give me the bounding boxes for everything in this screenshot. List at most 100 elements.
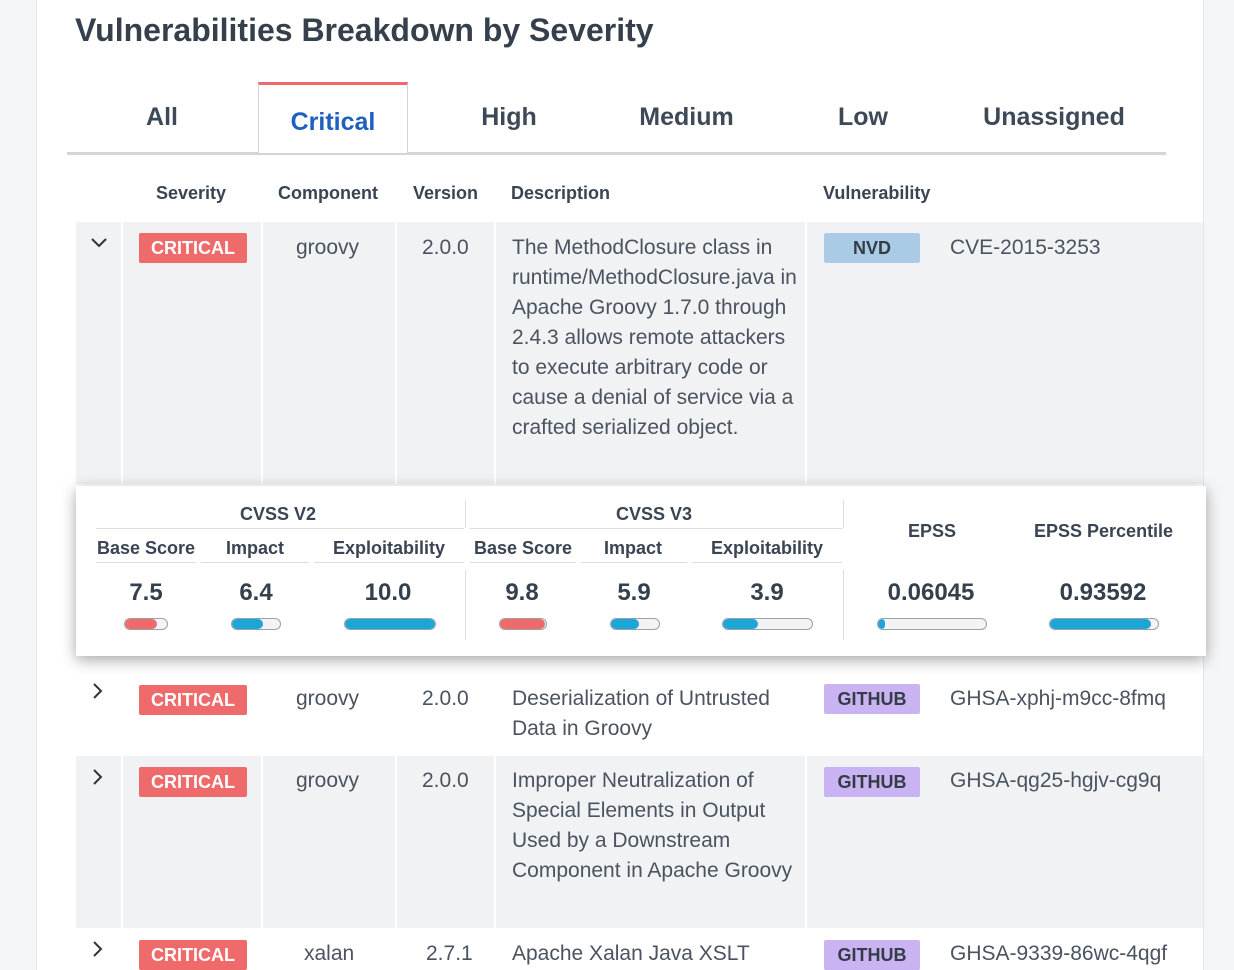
severity-badge: CRITICAL xyxy=(139,940,247,970)
severity-tabs: All Critical High Medium Low Unassigned xyxy=(67,82,1166,155)
vulnerability-id[interactable]: GHSA-9339-86wc-4qgf xyxy=(950,942,1168,965)
label-underline xyxy=(470,562,576,563)
component-version: 2.0.0 xyxy=(422,687,469,710)
epss-percentile-bar xyxy=(1049,618,1159,630)
column-divider xyxy=(805,756,807,928)
component-version: 2.0.0 xyxy=(422,236,469,259)
column-divider xyxy=(121,756,123,928)
cvss-v2-impact-bar-fill xyxy=(232,619,263,629)
vulnerabilities-panel: Vulnerabilities Breakdown by Severity Al… xyxy=(36,0,1204,970)
cvss-v3-base-score-value: 9.8 xyxy=(505,579,539,606)
epss-bar-fill xyxy=(878,619,885,629)
label-underline xyxy=(692,562,842,563)
vulnerability-description: Deserialization of Untrusted Data in Gro… xyxy=(512,687,770,740)
column-divider xyxy=(395,756,397,928)
cvss-v2-exploitability-bar xyxy=(344,618,436,630)
table-row[interactable]: CRITICAL groovy 2.0.0 The MethodClosure … xyxy=(76,222,1203,484)
epss-percentile-bar-fill xyxy=(1050,619,1152,629)
column-divider xyxy=(121,222,123,484)
source-badge: GITHUB xyxy=(824,684,920,714)
cvss-v3-heading: CVSS V3 xyxy=(616,504,693,524)
chevron-right-icon[interactable] xyxy=(92,768,104,792)
source-badge: GITHUB xyxy=(824,940,920,970)
chevron-down-icon[interactable] xyxy=(90,232,108,255)
severity-badge: CRITICAL xyxy=(139,233,247,263)
chevron-right-icon[interactable] xyxy=(92,682,104,706)
component-name: groovy xyxy=(296,236,360,259)
column-divider xyxy=(494,222,496,484)
label-underline xyxy=(314,562,464,563)
tab-low[interactable]: Low xyxy=(838,102,888,131)
cvss-v3-exploitability-bar xyxy=(722,618,813,630)
vulnerability-description: The MethodClosure class in runtime/Metho… xyxy=(512,236,797,439)
cvss-v3-base-score-bar xyxy=(499,618,547,630)
epss-value: 0.06045 xyxy=(887,579,975,606)
cvss-v2-base-score-label: Base Score xyxy=(97,538,196,558)
column-divider xyxy=(261,756,263,928)
component-name: xalan xyxy=(304,942,355,965)
column-header-component[interactable]: Component xyxy=(278,183,378,203)
group-divider xyxy=(465,500,466,528)
column-divider xyxy=(395,222,397,484)
component-name: groovy xyxy=(296,687,360,710)
vulnerability-id[interactable]: GHSA-qg25-hgjv-cg9q xyxy=(950,769,1162,792)
tab-all[interactable]: All xyxy=(146,102,178,131)
label-underline xyxy=(581,562,687,563)
cvss-v3-impact-label: Impact xyxy=(604,538,663,558)
cvss-v2-base-score-bar-fill xyxy=(125,619,157,629)
tab-critical[interactable]: Critical xyxy=(258,82,408,153)
group-divider xyxy=(843,500,844,528)
table-row[interactable]: CRITICAL xalan 2.7.1 Apache Xalan Java X… xyxy=(76,930,1203,970)
tab-unassigned[interactable]: Unassigned xyxy=(983,102,1125,131)
cvss-v2-exploitability-value: 10.0 xyxy=(364,579,412,606)
cvss-v2-impact-bar xyxy=(231,618,281,630)
column-header-severity[interactable]: Severity xyxy=(156,183,227,203)
cvss-v3-exploitability-label: Exploitability xyxy=(711,538,824,558)
label-underline xyxy=(96,562,196,563)
group-divider xyxy=(465,570,466,640)
cvss-v2-exploitability-bar-fill xyxy=(345,619,435,629)
cvss-v2-heading: CVSS V2 xyxy=(240,504,317,524)
source-badge: NVD xyxy=(824,233,920,263)
cvss-v2-base-score-value: 7.5 xyxy=(129,579,163,606)
cvss-v3-impact-bar-fill xyxy=(611,619,640,629)
group-divider xyxy=(843,570,844,640)
cvss-v2-base-score-bar xyxy=(124,618,168,630)
chevron-right-icon[interactable] xyxy=(92,940,104,964)
cvss-v3-exploitability-value: 3.9 xyxy=(750,579,784,606)
tab-medium[interactable]: Medium xyxy=(639,102,734,131)
group-divider xyxy=(96,528,464,529)
cvss-v3-exploitability-bar-fill xyxy=(723,619,758,629)
epss-bar xyxy=(877,618,987,630)
group-divider xyxy=(470,528,842,529)
vulnerability-description: Improper Neutralization of Special Eleme… xyxy=(512,769,793,882)
vulnerability-description: Apache Xalan Java XSLT xyxy=(512,942,750,965)
component-name: groovy xyxy=(296,769,360,792)
column-header-vulnerability[interactable]: Vulnerability xyxy=(823,183,931,203)
cvss-v2-impact-label: Impact xyxy=(226,538,285,558)
cvss-v3-impact-value: 5.9 xyxy=(617,579,651,606)
tab-high[interactable]: High xyxy=(481,102,537,131)
severity-badge: CRITICAL xyxy=(139,685,247,715)
component-version: 2.0.0 xyxy=(422,769,469,792)
component-version: 2.7.1 xyxy=(426,942,473,965)
severity-badge: CRITICAL xyxy=(139,767,247,797)
column-divider xyxy=(805,222,807,484)
column-header-description[interactable]: Description xyxy=(511,183,611,203)
table-row[interactable]: CRITICAL groovy 2.0.0 Deserialization of… xyxy=(76,672,1203,754)
table-row[interactable]: CRITICAL groovy 2.0.0 Improper Neutraliz… xyxy=(76,756,1203,928)
cvss-v3-base-score-bar-fill xyxy=(500,619,546,629)
score-details-panel: CVSS V2 CVSS V3 Base Score Impact Exploi… xyxy=(76,486,1206,656)
column-header-version[interactable]: Version xyxy=(413,183,479,203)
cvss-v2-impact-value: 6.4 xyxy=(239,579,273,606)
source-badge: GITHUB xyxy=(824,767,920,797)
epss-label: EPSS xyxy=(908,521,957,541)
page-title: Vulnerabilities Breakdown by Severity xyxy=(75,12,654,48)
epss-percentile-value: 0.93592 xyxy=(1059,579,1147,606)
column-divider xyxy=(261,222,263,484)
vulnerability-id[interactable]: CVE-2015-3253 xyxy=(950,236,1101,259)
cvss-v3-impact-bar xyxy=(610,618,660,630)
column-divider xyxy=(494,756,496,928)
vulnerability-id[interactable]: GHSA-xphj-m9cc-8fmq xyxy=(950,687,1166,710)
label-underline xyxy=(201,562,309,563)
